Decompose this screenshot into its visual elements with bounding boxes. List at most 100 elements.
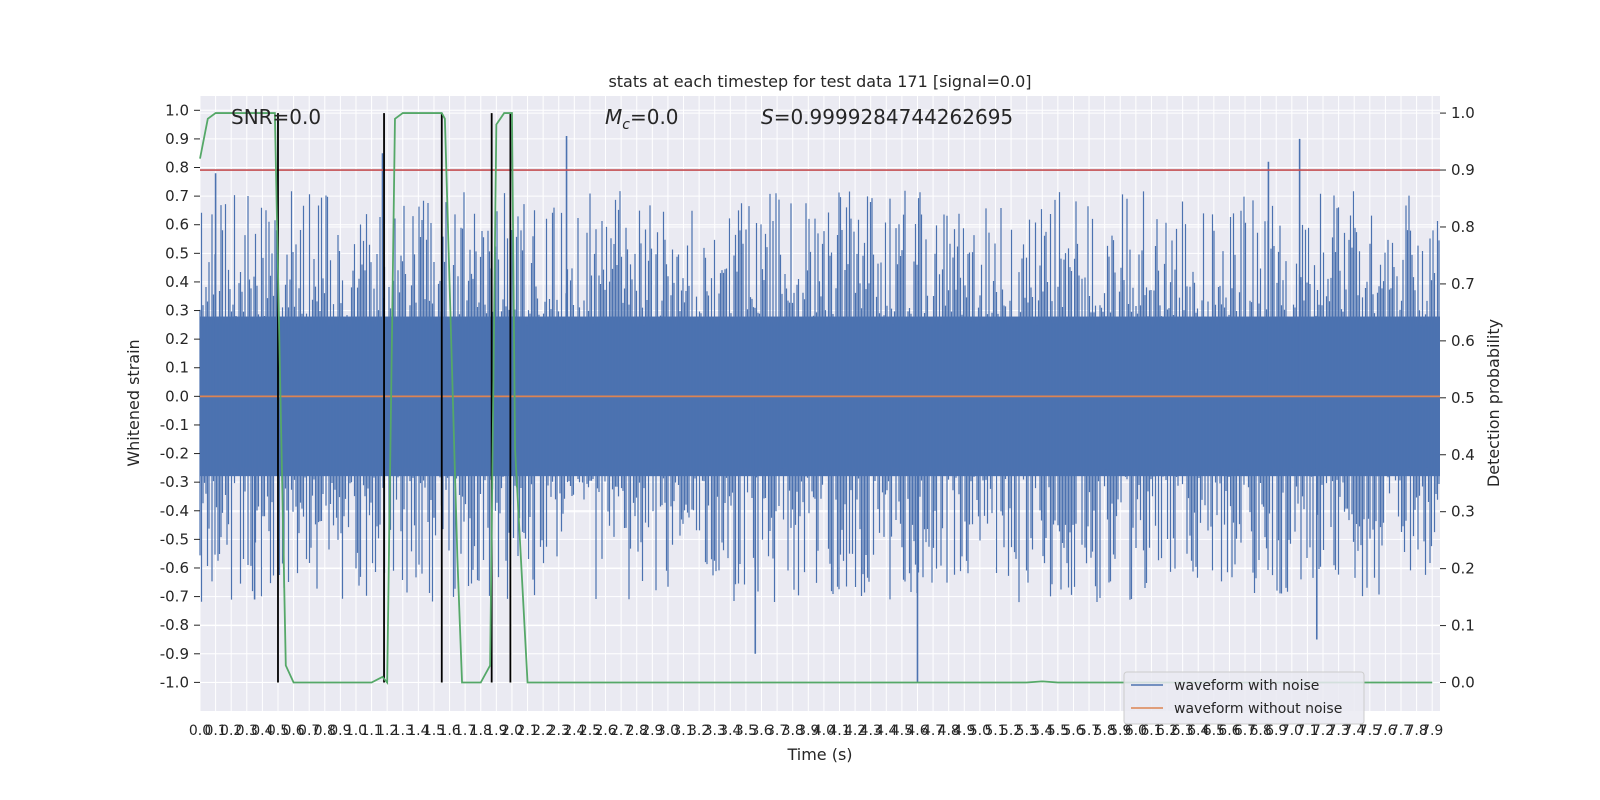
y2-tick-label: 0.4 <box>1451 446 1475 464</box>
x-tick-label: 0.2 <box>220 723 242 739</box>
y2-tick-label: 0.1 <box>1451 617 1475 635</box>
mc-value: =0.0 <box>630 105 679 129</box>
x-axis-ticks: 0.00.10.20.30.40.50.60.70.80.91.01.11.21… <box>189 723 1443 739</box>
x-tick-label: 0.5 <box>267 723 289 739</box>
x-tick-label: 1.7 <box>454 723 476 739</box>
x-tick-label: 6.9 <box>1265 723 1287 739</box>
x-tick-label: 7.5 <box>1359 723 1381 739</box>
y-tick-label: 1.0 <box>165 101 189 119</box>
legend-box <box>1123 671 1365 725</box>
x-tick-label: 2.9 <box>641 723 663 739</box>
x-tick-label: 5.7 <box>1078 723 1100 739</box>
y2-tick-label: 0.7 <box>1451 275 1475 293</box>
x-tick-label: 3.7 <box>766 723 788 739</box>
y-tick-label: -0.4 <box>160 502 189 520</box>
y2-tick-label: 0.8 <box>1451 218 1475 236</box>
x-tick-label: 2.6 <box>594 723 616 739</box>
x-tick-label: 4.5 <box>891 723 913 739</box>
y-axis-left-ticks: 1.0 0.9 0.8 0.7 0.6 0.5 0.4 0.3 0.2 0.1 0.0 -0.1 -0.… <box>160 101 200 691</box>
x-tick-label: 7.6 <box>1374 723 1396 739</box>
x-tick-label: 3.1 <box>672 723 694 739</box>
x-tick-label: 0.0 <box>189 723 211 739</box>
x-tick-label: 1.6 <box>438 723 460 739</box>
y-tick-label: 0.1 <box>165 359 189 377</box>
y-tick-label: -1.0 <box>160 673 189 691</box>
y2-tick-label: 0.9 <box>1451 161 1475 179</box>
y-tick-label: -0.3 <box>160 473 189 491</box>
chirp-mass-annotation: Mc=0.0 <box>605 105 679 133</box>
x-tick-label: 4.8 <box>938 723 960 739</box>
x-tick-label: 3.6 <box>750 723 772 739</box>
mc-symbol: M <box>605 105 622 129</box>
x-tick-label: 7.2 <box>1312 723 1334 739</box>
x-tick-label: 4.7 <box>922 723 944 739</box>
x-tick-label: 2.4 <box>563 723 585 739</box>
x-tick-label: 4.3 <box>860 723 882 739</box>
x-tick-label: 0.9 <box>329 723 351 739</box>
y-tick-label: -0.9 <box>160 645 189 663</box>
x-tick-label: 5.0 <box>969 723 991 739</box>
x-tick-label: 5.3 <box>1016 723 1038 739</box>
y-tick-label: -0.7 <box>160 588 189 606</box>
x-tick-label: 5.9 <box>1109 723 1131 739</box>
y2-tick-label: 0.6 <box>1451 332 1475 350</box>
x-tick-label: 3.8 <box>782 723 804 739</box>
y-tick-label: -0.8 <box>160 616 189 634</box>
x-tick-label: 5.2 <box>1000 723 1022 739</box>
s-value: =0.9999284744262695 <box>774 105 1013 129</box>
x-tick-label: 4.1 <box>828 723 850 739</box>
x-tick-label: 6.0 <box>1125 723 1147 739</box>
x-tick-label: 4.2 <box>844 723 866 739</box>
y-tick-label: -0.1 <box>160 416 189 434</box>
chart-title: stats at each timestep for test data 171… <box>608 72 1031 91</box>
x-tick-label: 1.1 <box>360 723 382 739</box>
probability-line <box>199 112 1433 685</box>
y-tick-label: 0.8 <box>165 159 189 177</box>
x-tick-label: 5.4 <box>1031 723 1053 739</box>
y-axis-label: Whitened strain <box>124 339 143 466</box>
x-tick-label: 0.1 <box>204 723 226 739</box>
y-axis-right-ticks: 1.0 0.9 0.8 0.7 0.6 0.5 0.4 0.3 0.2 0.1 0.0 <box>1440 104 1475 692</box>
x-tick-label: 2.1 <box>516 723 538 739</box>
s-annotation: S=0.9999284744262695 <box>761 105 1013 129</box>
x-tick-label: 2.7 <box>610 723 632 739</box>
y-tick-label: 0.7 <box>165 187 189 205</box>
legend-label-clean: waveform without noise <box>1174 701 1342 717</box>
y-tick-label: -0.6 <box>160 559 189 577</box>
x-tick-label: 3.3 <box>704 723 726 739</box>
x-tick-label: 4.6 <box>906 723 928 739</box>
x-tick-label: 2.5 <box>579 723 601 739</box>
y-tick-label: -0.5 <box>160 530 189 548</box>
y-tick-label: 0.4 <box>165 273 189 291</box>
y-tick-label: 0.6 <box>165 216 189 234</box>
x-tick-label: 3.2 <box>688 723 710 739</box>
legend-label-noise: waveform with noise <box>1174 678 1319 694</box>
x-tick-label: 7.8 <box>1405 723 1427 739</box>
x-tick-label: 4.9 <box>953 723 975 739</box>
x-axis-label: Time (s) <box>786 745 852 764</box>
x-tick-label: 0.7 <box>298 723 320 739</box>
x-tick-label: 6.8 <box>1249 723 1271 739</box>
x-tick-label: 3.9 <box>797 723 819 739</box>
y2-tick-label: 0.0 <box>1451 674 1475 692</box>
x-tick-label: 6.7 <box>1234 723 1256 739</box>
x-tick-label: 1.5 <box>423 723 445 739</box>
s-symbol: S <box>761 105 774 129</box>
y-tick-label: 0.3 <box>165 302 189 320</box>
x-tick-label: 6.1 <box>1140 723 1162 739</box>
x-tick-label: 0.3 <box>236 723 258 739</box>
x-tick-label: 7.7 <box>1390 723 1412 739</box>
x-tick-label: 4.4 <box>875 723 897 739</box>
y2-tick-label: 0.3 <box>1451 503 1475 521</box>
x-tick-label: 0.4 <box>251 723 273 739</box>
x-tick-label: 4.0 <box>813 723 835 739</box>
x-tick-label: 0.8 <box>314 723 336 739</box>
series-detection-probability <box>199 112 1433 685</box>
legend: waveform with noise waveform without noi… <box>1123 671 1365 725</box>
x-tick-label: 1.4 <box>407 723 429 739</box>
y-tick-label: -0.2 <box>160 445 189 463</box>
y2-tick-label: 1.0 <box>1451 104 1475 122</box>
y-tick-label: 0.2 <box>165 330 189 348</box>
y-tick-label: 0.5 <box>165 244 189 262</box>
